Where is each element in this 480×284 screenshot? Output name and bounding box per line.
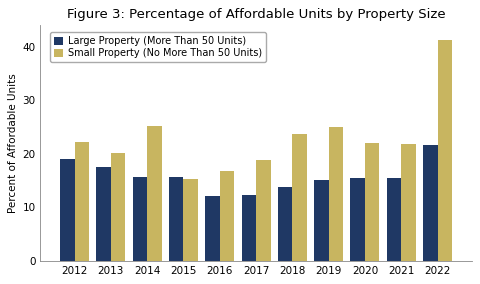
Bar	[96, 167, 111, 261]
Bar	[350, 178, 365, 261]
Bar	[256, 160, 271, 261]
Bar	[292, 135, 307, 261]
Bar	[438, 40, 452, 261]
Legend: Large Property (More Than 50 Units), Small Property (No More Than 50 Units): Large Property (More Than 50 Units), Sma…	[49, 32, 266, 62]
Bar	[60, 158, 74, 261]
Bar	[278, 187, 292, 261]
Bar	[241, 195, 256, 261]
Bar	[147, 126, 162, 261]
Bar	[183, 179, 198, 261]
Bar	[169, 177, 183, 261]
Y-axis label: Percent of Affordable Units: Percent of Affordable Units	[8, 73, 18, 213]
Bar	[423, 145, 438, 261]
Bar	[401, 144, 416, 261]
Bar	[205, 195, 220, 261]
Title: Figure 3: Percentage of Affordable Units by Property Size: Figure 3: Percentage of Affordable Units…	[67, 8, 445, 21]
Bar	[365, 143, 380, 261]
Bar	[220, 171, 234, 261]
Bar	[329, 127, 343, 261]
Bar	[74, 142, 89, 261]
Bar	[314, 180, 329, 261]
Bar	[387, 178, 401, 261]
Bar	[132, 177, 147, 261]
Bar	[111, 153, 125, 261]
